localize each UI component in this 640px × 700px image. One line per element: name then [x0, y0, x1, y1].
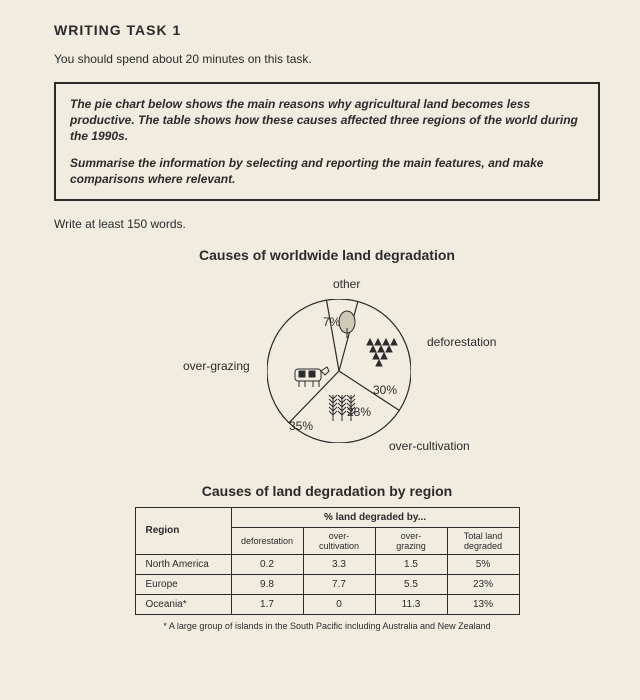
- data-cell: 0.2: [231, 554, 303, 574]
- pie-pct-other: 7%: [323, 315, 340, 329]
- pie-label-other: other: [333, 277, 360, 291]
- pie-chart: other 7% deforestation 30% over-cultivation 2…: [147, 269, 507, 469]
- table-header-group: % land degraded by...: [231, 507, 519, 527]
- data-cell: 3.3: [303, 554, 375, 574]
- table-row: North America0.23.31.55%: [135, 554, 519, 574]
- data-cell: 0: [303, 594, 375, 614]
- table-header-region: Region: [135, 507, 231, 554]
- min-words-instruction: Write at least 150 words.: [54, 217, 600, 231]
- pie-pct-deforestation: 30%: [373, 383, 397, 397]
- data-cell: 5.5: [375, 574, 447, 594]
- time-instruction: You should spend about 20 minutes on thi…: [54, 52, 600, 66]
- pie-label-deforestation: deforestation: [427, 335, 496, 349]
- region-cell: North America: [135, 554, 231, 574]
- table-subheader: over-grazing: [375, 527, 447, 554]
- footnote: * A large group of islands in the South …: [54, 621, 600, 631]
- data-cell: 13%: [447, 594, 519, 614]
- pie-label-over-grazing: over-grazing: [183, 359, 250, 373]
- task-paragraph-1: The pie chart below shows the main reaso…: [70, 96, 584, 145]
- data-cell: 1.5: [375, 554, 447, 574]
- pie-pct-over-cultivation: 28%: [347, 405, 371, 419]
- table-subheader: over-cultivation: [303, 527, 375, 554]
- data-cell: 7.7: [303, 574, 375, 594]
- page-title: WRITING TASK 1: [54, 22, 600, 38]
- table-row: Europe9.87.75.523%: [135, 574, 519, 594]
- pie-chart-title: Causes of worldwide land degradation: [54, 247, 600, 263]
- pie-pct-over-grazing: 35%: [289, 419, 313, 433]
- data-cell: 23%: [447, 574, 519, 594]
- region-cell: Europe: [135, 574, 231, 594]
- task-prompt-box: The pie chart below shows the main reaso…: [54, 82, 600, 201]
- table-title: Causes of land degradation by region: [54, 483, 600, 499]
- task-paragraph-2: Summarise the information by selecting a…: [70, 155, 584, 187]
- table-row: Oceania*1.7011.313%: [135, 594, 519, 614]
- data-cell: 5%: [447, 554, 519, 574]
- region-cell: Oceania*: [135, 594, 231, 614]
- data-cell: 11.3: [375, 594, 447, 614]
- degradation-table: Region% land degraded by...deforestation…: [135, 507, 520, 615]
- data-cell: 1.7: [231, 594, 303, 614]
- table-subheader: Total landdegraded: [447, 527, 519, 554]
- pie-label-over-cultivation: over-cultivation: [389, 439, 470, 453]
- data-cell: 9.8: [231, 574, 303, 594]
- table-subheader: deforestation: [231, 527, 303, 554]
